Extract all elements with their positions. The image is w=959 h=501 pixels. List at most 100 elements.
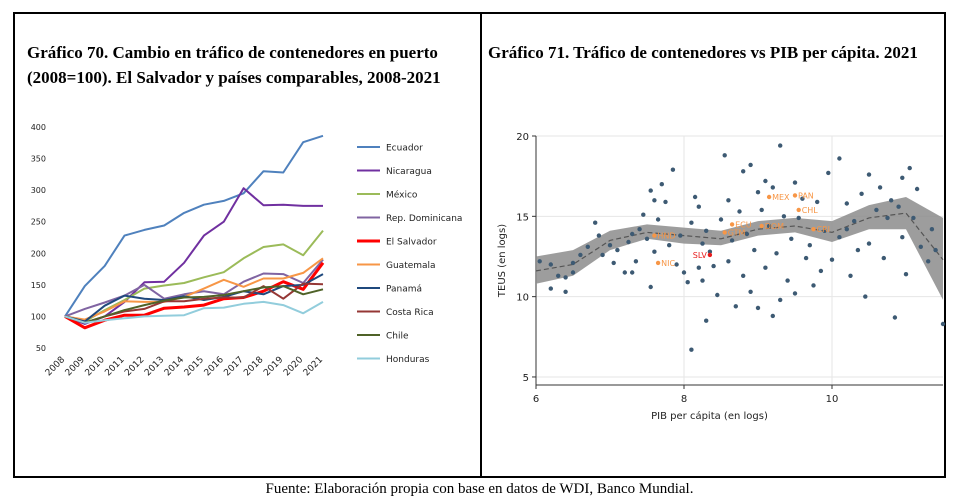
x-tick-label: 2015	[183, 355, 206, 378]
highlighted-point	[792, 193, 798, 198]
highlighted-point	[759, 223, 764, 229]
scatter-point	[748, 289, 753, 294]
point-label: SLV	[693, 251, 708, 260]
scatter-point	[652, 198, 657, 203]
scatter-point	[548, 286, 553, 291]
x-tick-label: 2011	[103, 355, 126, 378]
scatter-point	[933, 247, 938, 253]
scatter-point	[877, 185, 883, 190]
scatter-point	[715, 292, 720, 298]
scatter-point	[752, 247, 757, 253]
scatter-point	[600, 252, 605, 258]
scatter-point	[704, 228, 709, 233]
scatter-point	[881, 255, 886, 261]
scatter-point	[815, 199, 820, 205]
scatter-point	[789, 236, 794, 241]
scatter-point	[826, 170, 831, 176]
scatter-point	[770, 185, 775, 190]
scatter-point	[852, 218, 857, 224]
scatter-point	[696, 204, 701, 209]
scatter-point	[563, 275, 568, 280]
highlighted-point	[796, 207, 801, 213]
scatter-point	[866, 241, 872, 246]
scatter-point	[829, 257, 835, 262]
highlighted-point	[811, 227, 816, 232]
highlighted-point	[722, 230, 727, 235]
scatter-point	[596, 233, 602, 238]
series-line-6	[64, 257, 324, 321]
legend-label: México	[386, 190, 418, 201]
point-label: HND	[657, 232, 675, 241]
scatter-point	[726, 198, 731, 203]
scatter-point	[885, 215, 890, 221]
scatter-point	[689, 220, 694, 225]
series-line-9	[64, 285, 324, 324]
fit-line	[535, 212, 944, 272]
scatter-point	[655, 217, 661, 222]
series-line-3	[64, 229, 324, 323]
scatter-point	[848, 273, 853, 278]
scatter-point	[663, 199, 668, 205]
point-label: GTM	[728, 228, 746, 237]
y-tick-label: 10	[516, 293, 529, 304]
y-tick-label: 300	[31, 186, 46, 195]
point-label: ECU	[735, 220, 752, 229]
scatter-point	[900, 235, 905, 240]
scatter-point	[718, 217, 724, 222]
scatter-point	[648, 188, 653, 193]
series-line-10	[64, 300, 324, 324]
y-tick-label: 200	[31, 249, 46, 258]
scatter-point	[837, 235, 842, 240]
x-tick-label: 2018	[242, 355, 265, 378]
scatter-point	[926, 259, 931, 264]
scatter-point	[670, 167, 676, 172]
scatter-point	[741, 273, 746, 278]
scatter-point	[792, 180, 798, 185]
scatter-point	[563, 289, 568, 294]
point-label: CHL	[802, 206, 819, 215]
scatter-point	[641, 212, 646, 217]
x-tick-label: 2020	[282, 355, 305, 378]
legend-label: Ecuador	[386, 144, 423, 154]
scatter-point	[630, 231, 635, 237]
scatter-point	[785, 278, 790, 283]
scatter-point	[626, 239, 631, 245]
scatter-point	[644, 236, 650, 241]
scatter-point	[692, 194, 698, 200]
scatter-point	[667, 243, 672, 248]
scatter-point	[807, 243, 812, 248]
chart70-title: Gráfico 70. Cambio en tráfico de contene…	[27, 43, 441, 87]
x-tick-label: 2017	[222, 355, 245, 378]
scatter-point	[700, 278, 705, 283]
chart70-line-chart: 4003503002502001501005020082009201020112…	[31, 123, 463, 378]
scatter-point	[844, 227, 849, 232]
scatter-point	[859, 191, 864, 196]
scatter-point	[889, 198, 894, 203]
scatter-point	[763, 178, 768, 184]
x-tick-label: 2012	[123, 355, 146, 378]
scatter-point	[548, 262, 553, 267]
scatter-point	[637, 227, 642, 232]
highlighted-point	[766, 194, 772, 200]
y-tick-label: 250	[31, 218, 46, 227]
highlighted-point	[729, 222, 735, 227]
chart71-title: Gráfico 71. Tráfico de contenedores vs P…	[488, 43, 918, 62]
scatter-point	[578, 252, 583, 258]
x-axis-label: PIB per cápita (en logs)	[651, 410, 768, 422]
scatter-point	[681, 270, 687, 275]
scatter-point	[633, 259, 639, 264]
series-line-2	[64, 187, 323, 325]
highlighted-point	[652, 233, 657, 238]
scatter-point	[855, 247, 861, 253]
y-tick-label: 5	[523, 373, 529, 384]
point-label: NIC	[661, 259, 675, 268]
scatter-point	[648, 284, 653, 290]
scatter-point	[630, 270, 635, 275]
point-label: PAN	[798, 191, 814, 200]
scatter-point	[652, 249, 657, 254]
scatter-point	[874, 207, 879, 213]
scatter-point	[766, 223, 772, 229]
legend-label: Rep. Dominicana	[386, 214, 462, 224]
scatter-point	[696, 265, 701, 270]
scatter-point	[755, 305, 761, 311]
